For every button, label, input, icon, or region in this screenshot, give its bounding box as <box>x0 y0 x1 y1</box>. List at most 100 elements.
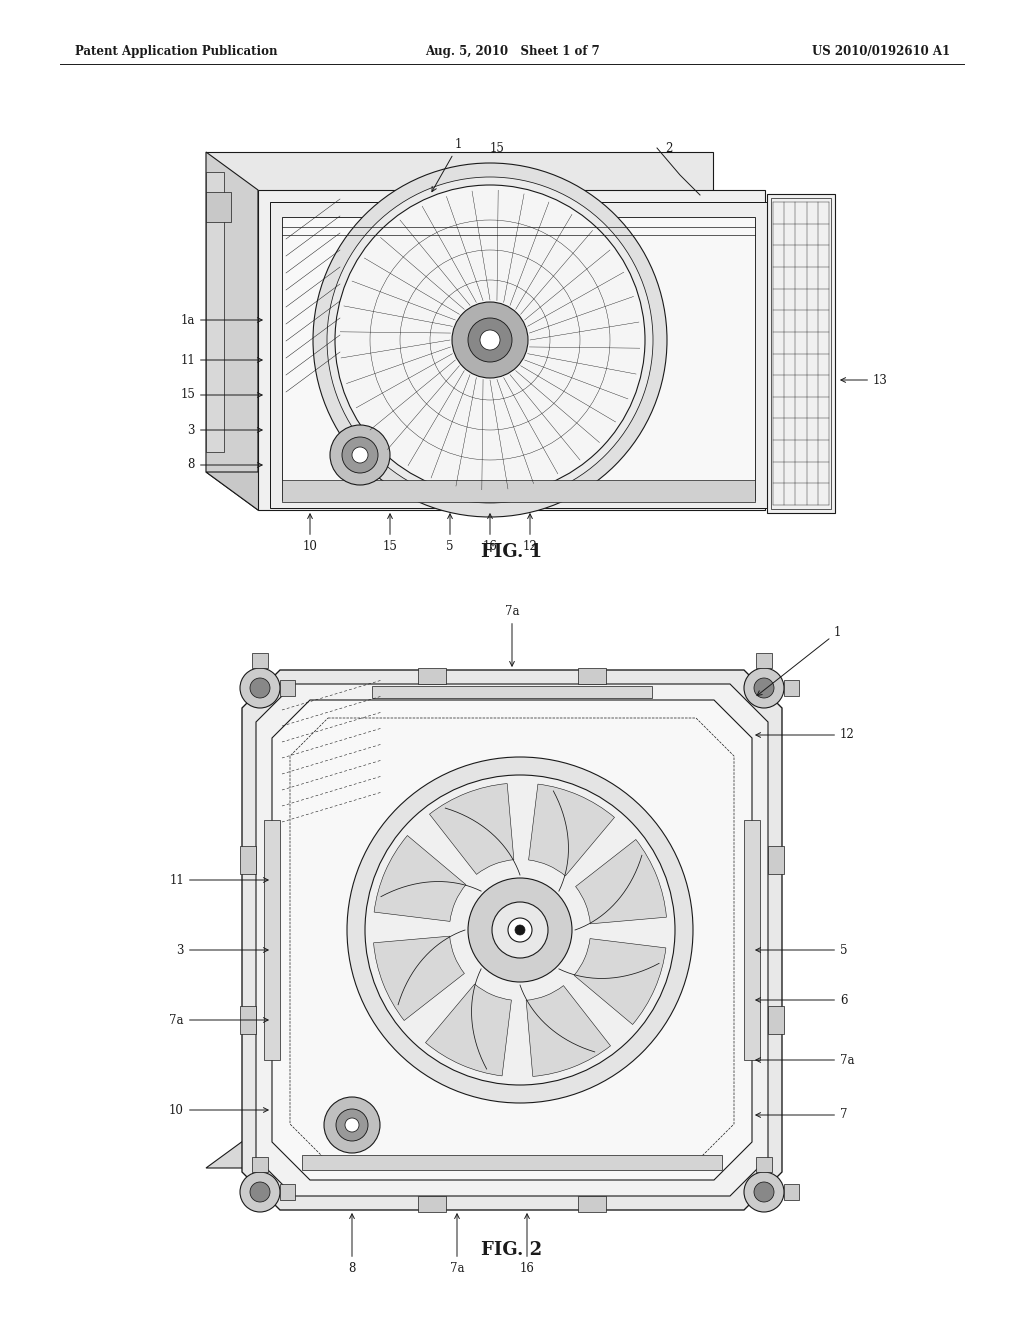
Polygon shape <box>240 846 256 874</box>
Polygon shape <box>240 1006 256 1034</box>
Circle shape <box>468 878 572 982</box>
Polygon shape <box>256 684 768 1196</box>
Circle shape <box>313 162 667 517</box>
Polygon shape <box>270 202 767 508</box>
Text: 1: 1 <box>432 139 463 191</box>
Polygon shape <box>478 216 502 228</box>
Polygon shape <box>252 653 268 668</box>
Polygon shape <box>372 686 652 698</box>
Text: 7a: 7a <box>450 1214 464 1275</box>
Text: US 2010/0192610 A1: US 2010/0192610 A1 <box>812 45 950 58</box>
Text: FIG. 1: FIG. 1 <box>481 543 543 561</box>
Polygon shape <box>767 194 835 513</box>
Text: 2: 2 <box>665 141 673 154</box>
Polygon shape <box>206 191 231 222</box>
Circle shape <box>327 177 653 503</box>
Polygon shape <box>206 152 258 510</box>
Text: 3: 3 <box>176 944 268 957</box>
Circle shape <box>345 1118 359 1133</box>
Text: 7: 7 <box>756 1109 848 1122</box>
Text: 12: 12 <box>522 513 538 553</box>
Circle shape <box>336 1109 368 1140</box>
Polygon shape <box>282 480 755 502</box>
Circle shape <box>250 678 270 698</box>
Text: 5: 5 <box>756 944 848 957</box>
Text: 11: 11 <box>169 874 268 887</box>
Polygon shape <box>744 820 760 1060</box>
Polygon shape <box>768 846 784 874</box>
Text: Aug. 5, 2010   Sheet 1 of 7: Aug. 5, 2010 Sheet 1 of 7 <box>425 45 599 58</box>
Polygon shape <box>768 1006 784 1034</box>
Circle shape <box>515 925 525 935</box>
Text: 6: 6 <box>756 994 848 1006</box>
Polygon shape <box>280 1184 295 1200</box>
Polygon shape <box>418 668 446 684</box>
Wedge shape <box>575 840 667 924</box>
Polygon shape <box>578 216 602 228</box>
Polygon shape <box>578 668 606 684</box>
Wedge shape <box>374 936 465 1020</box>
Circle shape <box>754 678 774 698</box>
Text: 11: 11 <box>180 354 262 367</box>
Text: 15: 15 <box>383 513 397 553</box>
Text: 10: 10 <box>169 1104 268 1117</box>
Polygon shape <box>206 473 765 510</box>
Wedge shape <box>429 784 514 874</box>
Circle shape <box>342 437 378 473</box>
Wedge shape <box>374 836 466 921</box>
Circle shape <box>492 902 548 958</box>
Text: 15: 15 <box>490 141 505 154</box>
Text: 8: 8 <box>187 458 262 471</box>
Text: 10: 10 <box>302 513 317 553</box>
Text: 1: 1 <box>757 626 842 696</box>
Text: 7a: 7a <box>505 605 519 667</box>
Circle shape <box>240 668 280 708</box>
Text: 8: 8 <box>348 1214 355 1275</box>
Circle shape <box>468 318 512 362</box>
Polygon shape <box>272 700 752 1180</box>
Wedge shape <box>528 784 614 876</box>
Text: 12: 12 <box>756 729 855 742</box>
Polygon shape <box>756 1158 772 1172</box>
Text: 7a: 7a <box>756 1053 854 1067</box>
Text: FIG. 2: FIG. 2 <box>481 1241 543 1259</box>
Text: Patent Application Publication: Patent Application Publication <box>75 45 278 58</box>
Circle shape <box>330 425 390 484</box>
Polygon shape <box>258 190 765 510</box>
Text: 3: 3 <box>187 424 262 437</box>
Circle shape <box>744 1172 784 1212</box>
Polygon shape <box>756 653 772 668</box>
Circle shape <box>352 447 368 463</box>
Polygon shape <box>784 680 799 696</box>
Polygon shape <box>302 1155 722 1170</box>
Text: 16: 16 <box>519 1214 535 1275</box>
Circle shape <box>347 756 693 1104</box>
Circle shape <box>250 1181 270 1203</box>
Wedge shape <box>574 939 666 1024</box>
Polygon shape <box>784 1184 799 1200</box>
Wedge shape <box>426 983 511 1076</box>
Circle shape <box>452 302 528 378</box>
Circle shape <box>744 668 784 708</box>
Polygon shape <box>578 1196 606 1212</box>
Polygon shape <box>206 152 713 473</box>
Circle shape <box>335 185 645 495</box>
Text: 1a: 1a <box>180 314 262 326</box>
Polygon shape <box>206 1130 765 1168</box>
Polygon shape <box>282 216 755 500</box>
Text: 15: 15 <box>180 388 262 401</box>
Circle shape <box>240 1172 280 1212</box>
Circle shape <box>480 330 500 350</box>
Circle shape <box>365 775 675 1085</box>
Polygon shape <box>264 820 280 1060</box>
Polygon shape <box>206 172 224 451</box>
Circle shape <box>324 1097 380 1152</box>
Text: 16: 16 <box>482 513 498 553</box>
Polygon shape <box>418 1196 446 1212</box>
Text: 5: 5 <box>446 513 454 553</box>
Polygon shape <box>378 216 402 228</box>
Circle shape <box>508 917 532 942</box>
Polygon shape <box>280 680 295 696</box>
Text: 13: 13 <box>841 374 888 387</box>
Text: 7a: 7a <box>170 1014 268 1027</box>
